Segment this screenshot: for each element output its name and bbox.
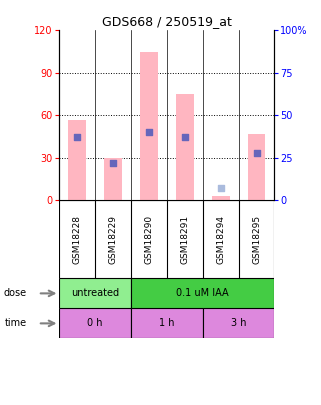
Bar [131,278,274,308]
Point [110,160,116,166]
Bar [104,158,122,200]
Text: untreated: untreated [71,288,119,298]
Point [218,185,223,192]
Text: GSM18295: GSM18295 [252,215,261,264]
Bar [140,51,158,200]
Bar [131,308,203,338]
Text: time: time [5,318,27,328]
Text: 0.1 uM IAA: 0.1 uM IAA [177,288,229,298]
Text: dose: dose [4,288,27,298]
Bar [68,119,86,200]
Bar [247,134,265,200]
Text: GSM18229: GSM18229 [108,215,118,264]
Bar [59,308,131,338]
Text: GSM18291: GSM18291 [180,215,189,264]
Text: GSM18294: GSM18294 [216,215,225,264]
Bar [203,308,274,338]
Text: GSM18290: GSM18290 [144,215,153,264]
Point [75,134,80,141]
Text: 3 h: 3 h [231,318,246,328]
Title: GDS668 / 250519_at: GDS668 / 250519_at [102,15,232,28]
Point [146,129,152,136]
Text: GSM18228: GSM18228 [73,215,82,264]
Bar [59,278,131,308]
Text: 1 h: 1 h [159,318,175,328]
Point [182,134,187,141]
Bar [212,196,230,200]
Bar [176,94,194,200]
Point [254,149,259,156]
Text: 0 h: 0 h [88,318,103,328]
